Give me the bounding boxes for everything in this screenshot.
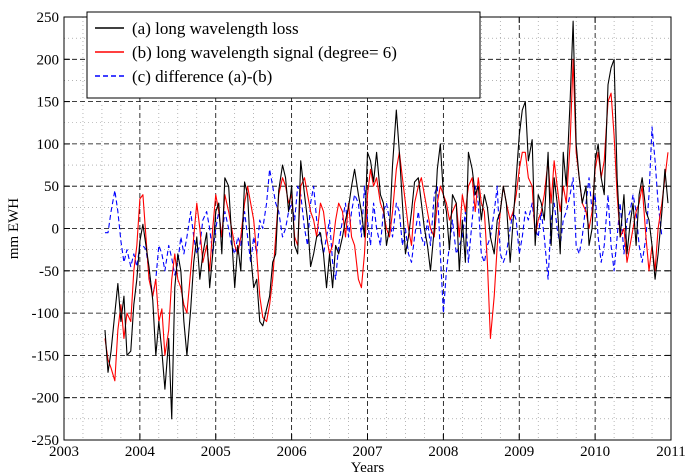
y-axis-label: mm EWH (6, 198, 22, 259)
x-tick-label: 2004 (125, 444, 156, 460)
tick-labels: 2003 2004 2005 2006 2007 2008 2009 2010 2011 -250… (32, 10, 686, 460)
legend-box (86, 11, 481, 99)
x-axis-label: Years (351, 460, 385, 476)
y-tick-label: 250 (37, 10, 60, 26)
x-tick-label: 2009 (504, 444, 534, 460)
x-tick-label: 2011 (656, 444, 685, 460)
y-tick-label: -200 (32, 391, 60, 407)
series-line-2 (104, 58, 669, 382)
series-layer (104, 20, 669, 420)
y-tick-label: -250 (32, 433, 60, 449)
x-tick-label: 2005 (201, 444, 231, 460)
legend-label-3: (c) difference (a)-(b) (132, 67, 272, 86)
y-tick-label: 150 (37, 95, 60, 111)
x-tick-label: 2006 (277, 444, 308, 460)
legend-label-1: (a) long wavelength loss (132, 19, 299, 38)
y-tick-label: -100 (32, 306, 60, 322)
y-tick-label: -50 (39, 264, 59, 280)
y-tick-label: -150 (32, 348, 60, 364)
x-tick-label: 2003 (49, 444, 79, 460)
legend-label-2: (b) long wavelength signal (degree= 6) (132, 43, 397, 62)
y-tick-label: 0 (52, 222, 60, 238)
y-tick-label: 200 (37, 52, 60, 68)
x-tick-label: 2010 (580, 444, 610, 460)
series-line-1 (104, 20, 669, 420)
axis-ticks (63, 16, 672, 441)
y-tick-label: 50 (44, 179, 59, 195)
y-tick-label: 100 (37, 137, 60, 153)
x-tick-label: 2007 (353, 444, 384, 460)
x-tick-label: 2008 (428, 444, 458, 460)
legend: (a) long wavelength loss (b) long wavelen… (86, 11, 481, 99)
